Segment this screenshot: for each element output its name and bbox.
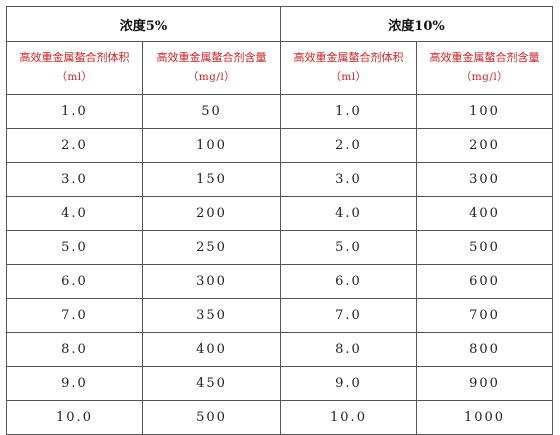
cell-volume-5: 10.0 (6, 400, 143, 435)
cell-volume-5: 6.0 (6, 264, 143, 299)
cell-volume-10: 1.0 (280, 94, 417, 129)
cell-volume-5: 4.0 (6, 196, 143, 231)
column-header-content-10: 高效重金属螯合剂含量 （mg/l） (415, 41, 554, 95)
column-header-row: 高效重金属螯合剂体积 （ml） 高效重金属螯合剂含量 （mg/l） 高效重金属螯… (6, 41, 554, 95)
cell-volume-10: 6.0 (280, 264, 417, 299)
cell-volume-5: 7.0 (6, 298, 143, 333)
column-header-volume-5: 高效重金属螯合剂体积 （ml） (6, 41, 143, 95)
cell-volume-10: 2.0 (280, 128, 417, 163)
table-row: 10.0 500 10.0 1000 (6, 400, 554, 435)
cell-volume-5: 8.0 (6, 332, 143, 367)
cell-volume-5: 9.0 (6, 366, 143, 401)
cell-volume-5: 5.0 (6, 230, 143, 265)
cell-content-5: 450 (142, 366, 281, 401)
cell-volume-10: 5.0 (280, 230, 417, 265)
cell-volume-5: 3.0 (6, 162, 143, 197)
cell-content-5: 50 (142, 94, 281, 129)
column-header-volume-10: 高效重金属螯合剂体积 （ml） (280, 41, 417, 95)
cell-content-5: 150 (142, 162, 281, 197)
table-row: 1.0 50 1.0 100 (6, 94, 554, 129)
cell-content-10: 500 (415, 230, 554, 265)
column-header-unit: （mg/l） (460, 71, 509, 84)
cell-content-5: 200 (142, 196, 281, 231)
cell-content-5: 250 (142, 230, 281, 265)
cell-content-10: 200 (415, 128, 554, 163)
group-header-10-percent: 浓度10% (279, 6, 554, 42)
cell-volume-10: 7.0 (280, 298, 417, 333)
cell-content-10: 100 (415, 94, 554, 129)
cell-volume-10: 10.0 (280, 400, 417, 435)
cell-content-10: 700 (415, 298, 554, 333)
cell-content-5: 400 (142, 332, 281, 367)
table-row: 3.0 150 3.0 300 (6, 162, 554, 197)
cell-volume-5: 1.0 (6, 94, 143, 129)
cell-content-10: 300 (415, 162, 554, 197)
concentration-table: 浓度5% 浓度10% 高效重金属螯合剂体积 （ml） 高效重金属螯合剂含量 （m… (6, 6, 554, 435)
cell-content-10: 400 (415, 196, 554, 231)
table-row: 4.0 200 4.0 400 (6, 196, 554, 231)
column-header-name: 高效重金属螯合剂体积 (293, 50, 404, 64)
cell-content-5: 500 (142, 400, 281, 435)
table-container: 浓度5% 浓度10% 高效重金属螯合剂体积 （ml） 高效重金属螯合剂含量 （m… (6, 6, 554, 435)
cell-content-5: 300 (142, 264, 281, 299)
cell-volume-5: 2.0 (6, 128, 143, 163)
column-header-unit: （mg/l） (187, 71, 236, 84)
column-header-name: 高效重金属螯合剂含量 (156, 50, 267, 64)
cell-volume-10: 4.0 (280, 196, 417, 231)
column-header-name: 高效重金属螯合剂体积 (19, 50, 130, 64)
cell-content-5: 100 (142, 128, 281, 163)
table-row: 5.0 250 5.0 500 (6, 230, 554, 265)
cell-content-5: 350 (142, 298, 281, 333)
column-header-name: 高效重金属螯合剂含量 (429, 50, 540, 64)
table-row: 8.0 400 8.0 800 (6, 332, 554, 367)
group-header-row: 浓度5% 浓度10% (6, 6, 554, 42)
table-row: 6.0 300 6.0 600 (6, 264, 554, 299)
group-header-5-percent: 浓度5% (6, 6, 281, 42)
column-header-content-5: 高效重金属螯合剂含量 （mg/l） (142, 41, 281, 95)
cell-volume-10: 9.0 (280, 366, 417, 401)
cell-content-10: 900 (415, 366, 554, 401)
table-row: 2.0 100 2.0 200 (6, 128, 554, 163)
cell-content-10: 1000 (415, 400, 554, 435)
table-row: 7.0 350 7.0 700 (6, 298, 554, 333)
cell-content-10: 600 (415, 264, 554, 299)
cell-volume-10: 3.0 (280, 162, 417, 197)
column-header-unit: （ml） (56, 71, 93, 84)
table-row: 9.0 450 9.0 900 (6, 366, 554, 401)
cell-content-10: 800 (415, 332, 554, 367)
column-header-unit: （ml） (330, 71, 367, 84)
cell-volume-10: 8.0 (280, 332, 417, 367)
